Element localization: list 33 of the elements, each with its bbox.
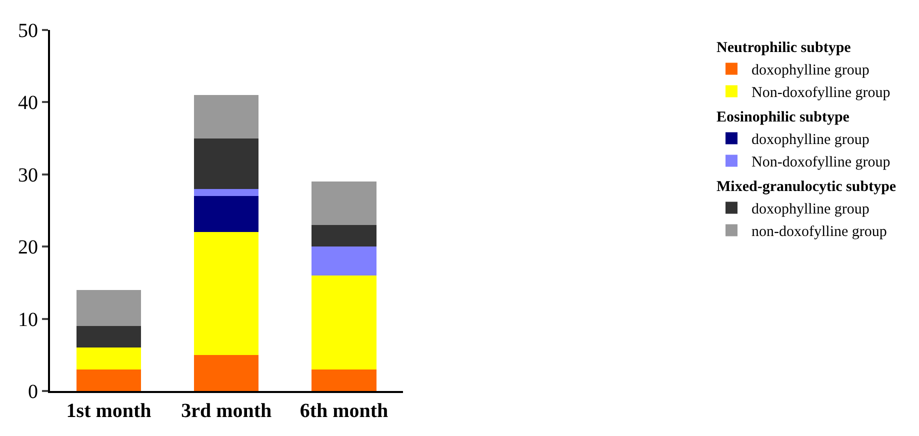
bar (194, 138, 259, 189)
legend-label: Non-doxofylline group (752, 154, 890, 171)
bar (194, 196, 259, 232)
legend-label: doxophylline group (752, 202, 870, 218)
bar (76, 290, 142, 326)
legend-label: non-doxofylline group (752, 224, 887, 240)
bar (76, 326, 142, 348)
x-tick-label: 1st month (66, 400, 152, 422)
text: Mixed-granulocytic subtype (716, 179, 896, 196)
x-tick-label: 3rd month (181, 400, 272, 422)
y-tick-label: 50 (18, 20, 38, 42)
x-tick-label: 6th month (300, 400, 388, 422)
bar (312, 224, 376, 247)
y-tick-label: 10 (18, 308, 38, 331)
legend-label: Non-doxofylline group (752, 85, 890, 102)
bar (194, 94, 259, 138)
y-tick-label: 20 (18, 236, 38, 259)
bar (194, 188, 259, 196)
y-tick-label: 30 (18, 164, 38, 186)
bar (312, 182, 376, 225)
bar (194, 232, 259, 355)
bar (76, 369, 142, 391)
bar (194, 354, 259, 391)
bar (312, 275, 376, 370)
y-tick-label: 0 (28, 381, 38, 403)
bar (312, 246, 376, 276)
y-tick-label: 40 (18, 92, 38, 114)
text: Eosinophilic subtype (716, 110, 850, 126)
legend-label: doxophylline group (752, 62, 870, 79)
text: Neutrophilic subtype (716, 40, 852, 56)
bar (76, 348, 142, 370)
bar (312, 369, 376, 391)
legend-label: doxophylline group (752, 132, 870, 148)
